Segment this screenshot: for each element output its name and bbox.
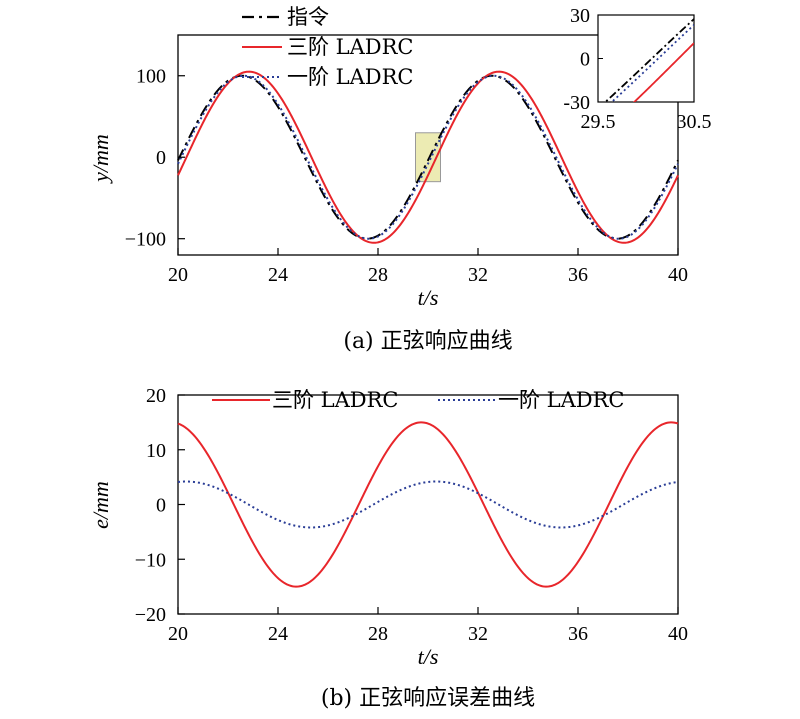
chart-a-legend-command: 指令 [287, 5, 329, 29]
chart-a-caption: (a) 正弦响应曲线 [343, 329, 512, 354]
chart-a-x-tick-label: 20 [168, 264, 188, 286]
chart-a-line-series-0 [177, 74, 679, 240]
chart-b-error-response: 20 24 28 32 36 40 −20 −10 0 10 20 三阶 LADRC 一阶 LADR… [88, 385, 688, 711]
chart-a-x-tick-label: 32 [468, 264, 488, 286]
chart-b-line-series-1 [177, 480, 679, 529]
chart-b-x-tick-label: 32 [468, 623, 488, 645]
chart-a-inset-x-tick-label: 29.5 [581, 111, 616, 133]
chart-b-y-tick-label: −20 [135, 604, 166, 626]
chart-b-plot-frame [177, 394, 679, 615]
chart-a-inset-y-tick-label: 30 [570, 5, 590, 27]
chart-a-inset-line-series-2 [610, 24, 694, 102]
chart-b-x-tick-label: 20 [168, 623, 188, 645]
chart-a-inset-y-tick-label: 0 [580, 49, 590, 71]
chart-a-inset-line-series-1 [632, 42, 694, 102]
chart-a-x-tick-label: 40 [668, 264, 688, 286]
chart-a-inset-y-tick-label: -30 [563, 92, 590, 114]
chart-a-y-tick-label: 100 [136, 66, 166, 88]
chart-a-legend-first-order: 一阶 LADRC [287, 65, 414, 89]
chart-a-y-axis-label: y/mm [88, 134, 113, 184]
chart-b-x-tick-label: 40 [668, 623, 688, 645]
chart-a-inset: -30 0 30 29.5 30.5 [563, 5, 712, 133]
chart-a-y-tick-label: −100 [125, 229, 166, 251]
chart-b-line-series-0 [177, 421, 679, 588]
chart-b-y-tick-label: 20 [146, 385, 166, 407]
chart-b-y-tick-label: 0 [156, 495, 166, 517]
chart-a-inset-x-tick-label: 30.5 [677, 111, 712, 133]
chart-b-x-tick-label: 28 [368, 623, 388, 645]
chart-a-x-axis-label: t/s [418, 285, 439, 310]
chart-a-x-tick-label: 24 [268, 264, 288, 286]
chart-a-line-series-1 [177, 70, 679, 244]
chart-b-x-tick-label: 24 [268, 623, 288, 645]
chart-b-legend-first-order: 一阶 LADRC [498, 388, 625, 412]
chart-a-sine-response: 20 24 28 32 36 40 −100 0 100 指令 三阶 LADRC 一阶 LADR… [88, 5, 712, 354]
chart-b-caption: (b) 正弦响应误差曲线 [321, 686, 535, 711]
chart-a-legend-third-order: 三阶 LADRC [287, 35, 414, 59]
chart-b-y-axis-label: e/mm [88, 481, 113, 529]
chart-b-x-tick-label: 36 [568, 623, 588, 645]
chart-b-x-axis-label: t/s [418, 644, 439, 669]
chart-b-y-tick-label: −10 [135, 549, 166, 571]
chart-a-y-tick-label: 0 [156, 147, 166, 169]
chart-a-plot-frame [177, 34, 679, 256]
chart-a-x-tick-label: 28 [368, 264, 388, 286]
chart-b-legend-third-order: 三阶 LADRC [272, 388, 399, 412]
chart-a-legend: 指令 三阶 LADRC 一阶 LADRC [242, 5, 414, 89]
chart-a-line-series-2 [177, 74, 679, 240]
chart-a-x-tick-label: 36 [568, 264, 588, 286]
chart-b-y-tick-label: 10 [146, 440, 166, 462]
chart-b-legend: 三阶 LADRC 一阶 LADRC [212, 388, 625, 412]
chart-a-inset-line-series-0 [603, 18, 694, 102]
